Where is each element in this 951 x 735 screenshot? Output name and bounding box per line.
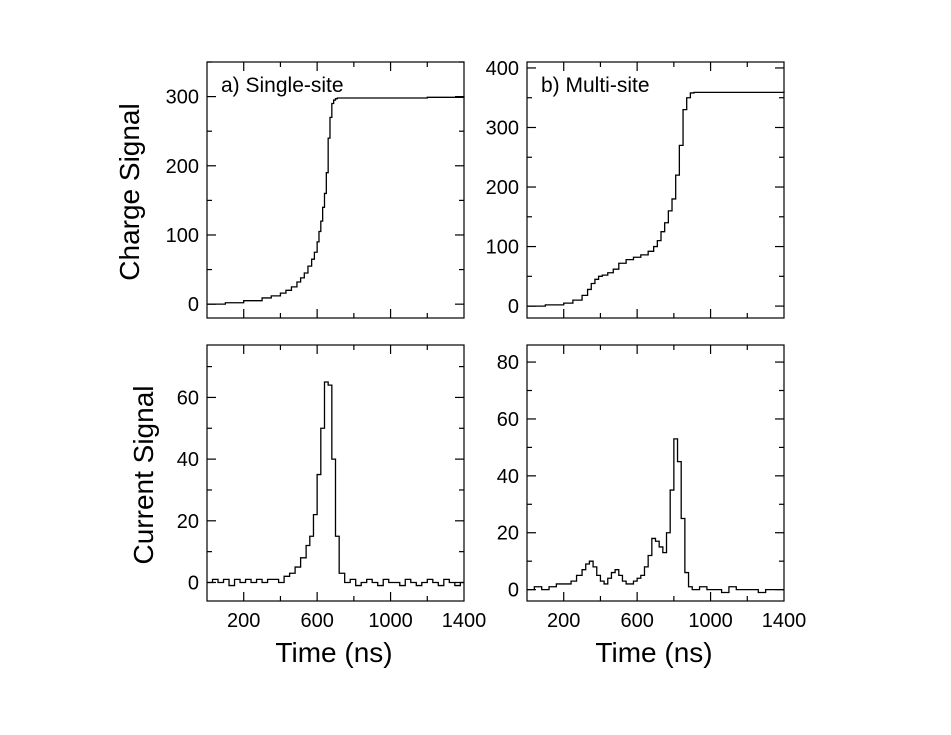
x-tick-label: 200	[547, 610, 580, 632]
y-tick-label: 200	[166, 156, 199, 178]
xlabel-right: Time (ns)	[595, 637, 712, 668]
y-tick-label: 0	[508, 580, 519, 602]
y-tick-label: 200	[486, 177, 519, 199]
x-tick-label: 200	[227, 610, 260, 632]
xlabel-left: Time (ns)	[275, 637, 392, 668]
x-tick-label: 1400	[442, 610, 487, 632]
y-tick-label: 80	[497, 352, 519, 374]
signal-trace	[207, 381, 464, 587]
signal-trace	[527, 91, 785, 307]
x-tick-label: 600	[300, 610, 333, 632]
panel-single-site-current: 0 20 40 60 200 600 1000 1400	[177, 344, 487, 632]
plot-frame	[526, 344, 785, 602]
panel-title: b) Multi-site	[541, 74, 650, 97]
y-tick-label: 0	[188, 572, 199, 594]
y-tick-label: 0	[188, 294, 199, 316]
x-tick-label: 1000	[688, 610, 733, 632]
plot-frame	[206, 344, 465, 602]
x-tick-label: 1000	[368, 610, 413, 632]
y-tick-label: 40	[497, 466, 519, 488]
y-tick-label: 20	[497, 523, 519, 545]
y-tick-label: 300	[166, 87, 199, 109]
y-tick-label: 60	[177, 387, 199, 409]
panel-multi-site-charge: b) Multi-site 0 100 200 300 400	[486, 58, 785, 319]
y-tick-label: 0	[508, 296, 519, 318]
ylabel-current-signal: Current Signal	[128, 386, 159, 565]
y-tick-label: 20	[177, 511, 199, 533]
y-tick-label: 400	[486, 58, 519, 80]
y-tick-label: 40	[177, 449, 199, 471]
panel-title: a) Single-site	[221, 74, 344, 97]
x-tick-label: 1400	[762, 610, 807, 632]
panel-single-site-charge: a) Single-site 0 100 200 300	[166, 61, 465, 319]
ylabel-charge-signal: Charge Signal	[114, 103, 145, 280]
panel-multi-site-current: 0 20 40 60 80 200 600 1000 1400	[497, 344, 807, 632]
signal-trace	[527, 438, 784, 594]
x-tick-label: 600	[620, 610, 653, 632]
y-tick-label: 300	[486, 117, 519, 139]
plot-frame	[206, 61, 465, 319]
y-tick-label: 100	[166, 225, 199, 247]
y-tick-label: 60	[497, 409, 519, 431]
y-tick-label: 100	[486, 237, 519, 259]
plot-frame	[526, 61, 785, 319]
signal-trace	[207, 96, 465, 305]
